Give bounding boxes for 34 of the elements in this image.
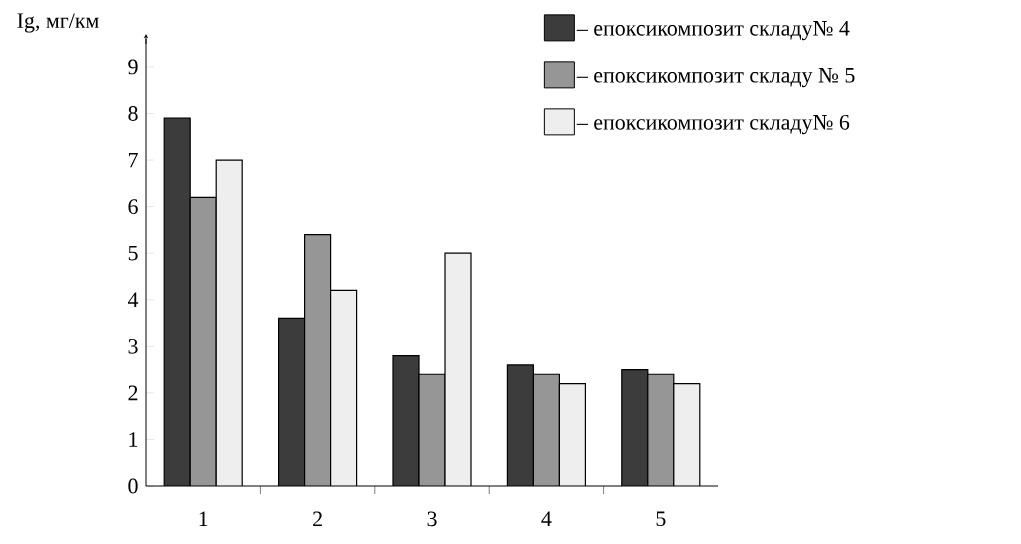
x-tick-label: 3 [427, 511, 437, 527]
bar [393, 355, 419, 486]
bar [507, 364, 534, 486]
legend-label: – епоксикомпозит складу № 5 [576, 68, 855, 88]
x-tick-label: 5 [656, 511, 666, 527]
bar [445, 253, 471, 486]
bar [419, 374, 445, 486]
y-tick-label: 5 [128, 245, 138, 261]
y-tick-label: 4 [127, 292, 139, 307]
y-tick-label: 1 [129, 432, 138, 447]
bar [647, 373, 675, 486]
bar [190, 197, 217, 486]
bar [559, 383, 586, 486]
y-tick-label: 6 [128, 199, 138, 214]
y-tick-label: 2 [128, 385, 138, 401]
bar [330, 290, 357, 486]
y-tick-label: 3 [128, 338, 138, 354]
y-tick-label: 9 [128, 59, 138, 75]
bar [216, 160, 243, 486]
x-tick-label: 4 [541, 511, 552, 526]
y-tick-label: 0 [128, 478, 138, 494]
y-tick-label: 7 [128, 152, 138, 168]
bar [164, 118, 191, 486]
bar [278, 318, 305, 486]
bar [673, 382, 701, 486]
x-tick-label: 2 [313, 511, 322, 527]
bar [304, 234, 331, 486]
y-axis-title: Ig, мг/км [17, 13, 99, 33]
legend-label: – епоксикомпозит складу№ 4 [576, 21, 850, 41]
bar [533, 374, 560, 486]
y-tick-label: 8 [128, 106, 138, 121]
legend-label: – епоксикомпозит складу№ 6 [576, 114, 850, 135]
x-tick-label: 1 [199, 511, 208, 526]
bar [621, 368, 649, 486]
